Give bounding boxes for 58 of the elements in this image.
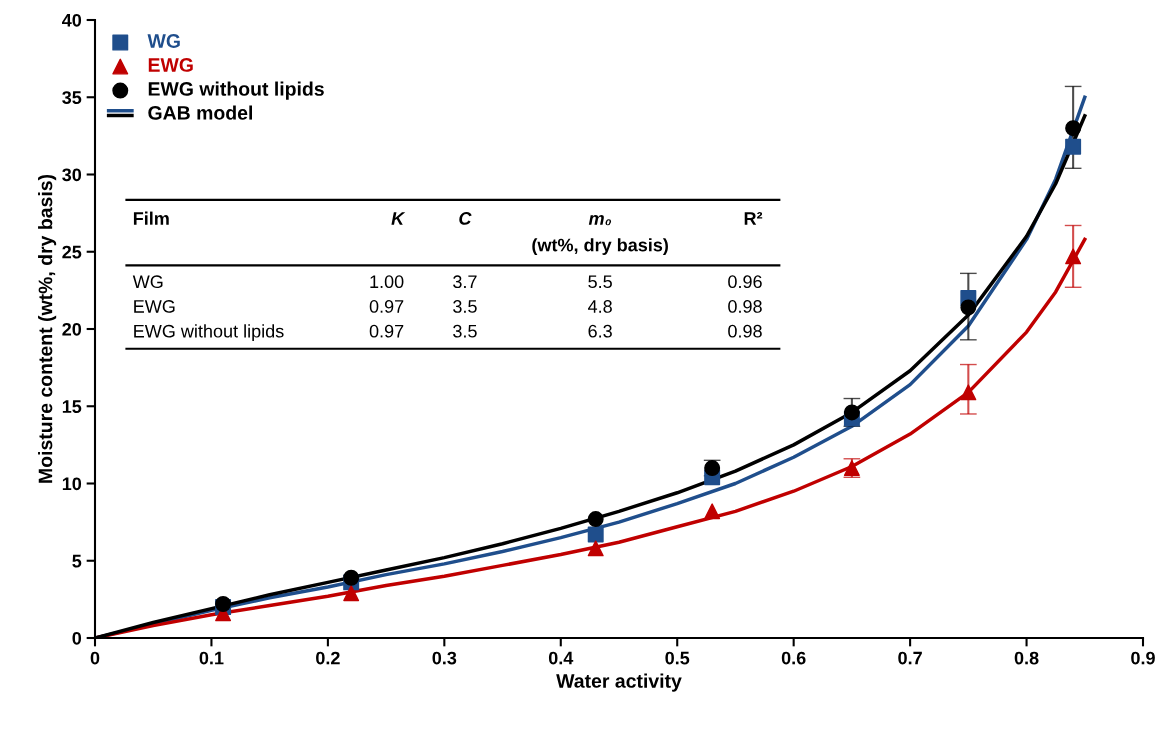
- annotation: 3.5: [453, 300, 477, 313]
- point: [215, 596, 232, 612]
- x-axis-title: Water activity: [556, 673, 682, 692]
- point: [343, 569, 360, 586]
- y-tick-label: 5: [72, 554, 82, 568]
- annotation: R²: [744, 212, 763, 225]
- point: [1065, 120, 1082, 137]
- annotation: 0.97: [369, 324, 404, 338]
- y-tick-label: 35: [62, 91, 82, 104]
- x-tick-label: 0.2: [316, 651, 340, 665]
- annotation: 3.5: [453, 324, 477, 338]
- annotation: 0.98: [728, 300, 762, 313]
- x-tick-label: 0.4: [548, 651, 574, 665]
- annotation: 0.96: [728, 275, 762, 289]
- point: [587, 526, 604, 543]
- point: [587, 540, 604, 557]
- y-axis-title: Moisture content (wt%, dry basis): [38, 174, 57, 483]
- y-tick-label: 10: [62, 477, 82, 491]
- y-tick-label: 20: [62, 322, 82, 336]
- x-tick-label: 0: [90, 651, 100, 665]
- x-tick-label: 0.1: [199, 651, 224, 665]
- annotation: 1.00: [370, 275, 404, 289]
- legend-label: GAB model: [148, 105, 252, 120]
- x-tick-label: 0.8: [1014, 651, 1039, 665]
- point: [587, 511, 604, 528]
- legend-label: EWG: [148, 58, 193, 72]
- x-tick-label: 0.3: [432, 651, 457, 665]
- y-tick-label: 15: [62, 400, 82, 413]
- y-tick-label: 40: [62, 13, 82, 27]
- annotation: 0.97: [369, 300, 404, 313]
- annotation: EWG without lipids: [134, 324, 284, 342]
- point: [960, 384, 977, 401]
- annotation: WG: [132, 275, 163, 289]
- x-tick-label: 0.6: [781, 651, 806, 665]
- annotation: m₀ (wt%, dry basis): [532, 214, 668, 255]
- annotation: 0.98: [728, 324, 762, 338]
- annotation: 4.8: [588, 300, 612, 313]
- point: [843, 404, 860, 421]
- point: [343, 585, 360, 602]
- annotation: EWG: [134, 300, 175, 313]
- legend-label: WG: [147, 34, 180, 48]
- annotation: C: [459, 212, 472, 225]
- y-tick-label: 25: [62, 245, 82, 259]
- y-tick-label: 0: [72, 631, 82, 645]
- annotation: 5.5: [588, 275, 612, 289]
- annotation: K: [391, 212, 406, 225]
- annotation: Film: [133, 211, 169, 225]
- legend-label: EWG without lipids: [148, 81, 324, 100]
- x-tick-label: 0.9: [1131, 651, 1155, 665]
- x-tick-label: 0.5: [665, 651, 690, 665]
- y-tick-label: 30: [62, 168, 82, 182]
- point: [704, 503, 721, 520]
- point: [1065, 138, 1082, 155]
- annotation: 6.3: [588, 324, 612, 338]
- annotation: 3.7: [453, 275, 477, 289]
- point: [960, 299, 977, 316]
- x-tick-label: 0.7: [898, 651, 922, 665]
- point: [1065, 248, 1082, 265]
